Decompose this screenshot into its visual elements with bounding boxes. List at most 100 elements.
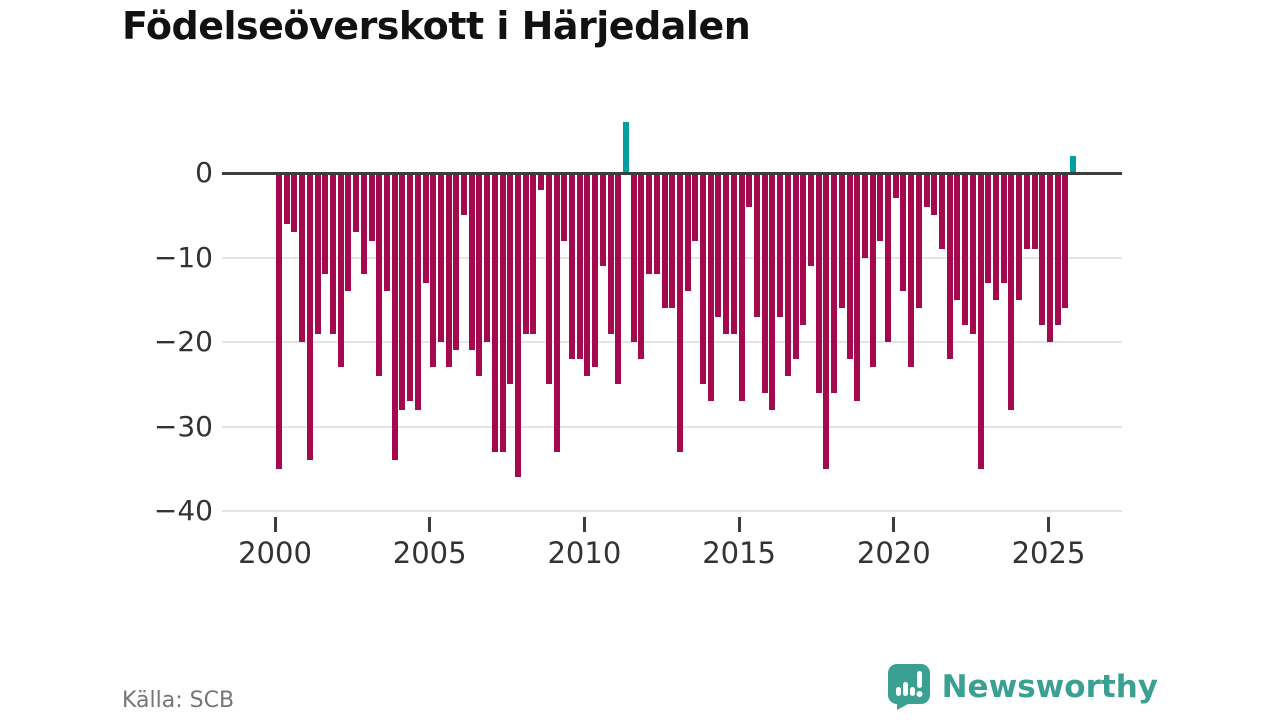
- bar-2024-Q2: [1023, 173, 1030, 249]
- bar-2020-Q4: [915, 173, 922, 309]
- bar-2008-Q3: [538, 173, 545, 190]
- bar-2009-Q2: [561, 173, 568, 241]
- bar-2021-Q3: [939, 173, 945, 249]
- bar-2019-Q4: [885, 173, 891, 342]
- y-axis-label: −20: [153, 325, 213, 358]
- y-axis-label: −10: [153, 240, 213, 274]
- bar-2018-Q1: [831, 173, 837, 393]
- x-axis-tick-2025: [1047, 517, 1050, 532]
- x-axis-label-2005: 2005: [392, 536, 467, 570]
- bar-2013-Q4: [700, 173, 706, 385]
- bar-2013-Q2: [684, 173, 691, 292]
- x-axis-zero-line: [222, 171, 1122, 175]
- gridline-y--20: [222, 341, 1122, 343]
- bar-2009-Q4: [576, 173, 583, 359]
- x-axis-label-2025: 2025: [1011, 536, 1086, 570]
- bar-2023-Q4: [1008, 173, 1015, 410]
- gridline-y--30: [222, 425, 1122, 428]
- bar-2002-Q4: [360, 173, 367, 275]
- bar-2021-Q2: [931, 173, 938, 216]
- bar-2002-Q2: [345, 173, 352, 292]
- bar-2003-Q3: [383, 173, 390, 292]
- bar-2016-Q1: [769, 173, 776, 410]
- bar-2000-Q4: [299, 173, 306, 342]
- bar-2022-Q2: [962, 173, 969, 326]
- x-axis-label-2020: 2020: [856, 536, 931, 570]
- bar-2019-Q2: [869, 173, 876, 368]
- x-axis-tick-2010: [582, 517, 586, 532]
- bar-2004-Q1: [399, 173, 406, 410]
- bar-2006-Q4: [484, 173, 491, 342]
- bar-2000-Q2: [283, 173, 290, 224]
- bar-2008-Q2: [530, 173, 537, 334]
- bar-2007-Q3: [507, 173, 514, 385]
- chart-title: Födelseöverskott i Härjedalen: [122, 4, 751, 48]
- bar-2007-Q1: [491, 173, 498, 452]
- bar-2004-Q3: [414, 173, 421, 410]
- bar-2010-Q3: [599, 173, 606, 266]
- y-axis-label: 0: [195, 156, 213, 189]
- bar-2006-Q3: [476, 173, 483, 376]
- bar-2004-Q4: [422, 173, 429, 283]
- bar-2003-Q1: [368, 173, 375, 241]
- bar-2023-Q1: [985, 173, 992, 283]
- bar-2015-Q3: [754, 173, 760, 317]
- bar-2017-Q4: [823, 173, 830, 469]
- bar-2017-Q3: [815, 173, 822, 393]
- bar-2019-Q3: [877, 173, 884, 241]
- bar-2022-Q3: [969, 173, 976, 334]
- bar-2024-Q4: [1039, 173, 1046, 326]
- bar-2014-Q1: [707, 173, 714, 402]
- x-axis-label-2010: 2010: [547, 536, 622, 570]
- bar-2012-Q2: [653, 173, 660, 275]
- bar-2015-Q2: [746, 173, 753, 207]
- bar-2001-Q2: [314, 173, 321, 334]
- bar-2021-Q1: [923, 173, 930, 207]
- bar-2013-Q1: [676, 173, 683, 452]
- x-axis-label-2000: 2000: [238, 536, 312, 570]
- bar-2010-Q1: [584, 173, 591, 376]
- brand-logo: Newsworthy: [887, 664, 1158, 710]
- bar-2001-Q3: [322, 173, 329, 275]
- bar-2002-Q3: [353, 173, 360, 233]
- bar-2015-Q1: [738, 173, 745, 402]
- bar-2016-Q4: [792, 173, 799, 359]
- bar-2012-Q4: [669, 173, 676, 309]
- bar-2016-Q2: [777, 173, 784, 317]
- y-axis-label: −40: [153, 494, 213, 527]
- bar-2003-Q4: [391, 173, 398, 461]
- bar-2014-Q4: [730, 173, 737, 334]
- bar-2016-Q3: [784, 173, 791, 376]
- bar-2000-Q1: [276, 173, 282, 469]
- x-axis-label-2015: 2015: [702, 536, 776, 570]
- bar-2025-Q4: [1070, 156, 1076, 173]
- bar-2012-Q3: [661, 173, 668, 309]
- bar-2021-Q4: [946, 173, 953, 359]
- bar-2014-Q3: [723, 173, 730, 334]
- bar-2012-Q1: [646, 173, 652, 275]
- bar-2020-Q2: [900, 173, 907, 292]
- bar-2009-Q3: [568, 173, 575, 359]
- bar-2025-Q2: [1054, 173, 1061, 326]
- bar-2003-Q2: [376, 173, 383, 376]
- bar-2011-Q4: [638, 173, 645, 359]
- x-axis-tick-2005: [428, 517, 432, 532]
- bar-2006-Q1: [461, 173, 467, 216]
- x-axis-tick-2020: [892, 517, 896, 532]
- bar-2008-Q4: [545, 173, 552, 385]
- bar-2010-Q4: [607, 173, 614, 334]
- bar-2025-Q1: [1046, 173, 1053, 342]
- brand-wordmark: Newsworthy: [941, 669, 1158, 705]
- x-axis-tick-2000: [273, 517, 277, 532]
- bar-2023-Q3: [1000, 173, 1007, 283]
- bar-2008-Q1: [522, 173, 529, 334]
- bar-2013-Q3: [692, 173, 699, 241]
- y-axis-label: −30: [153, 409, 213, 443]
- bar-2025-Q3: [1062, 173, 1069, 309]
- bar-2001-Q4: [330, 173, 336, 334]
- bar-2011-Q3: [630, 173, 637, 342]
- bar-2005-Q4: [453, 173, 460, 351]
- source-label: Källa: SCB: [122, 688, 235, 713]
- bar-2005-Q1: [430, 173, 437, 368]
